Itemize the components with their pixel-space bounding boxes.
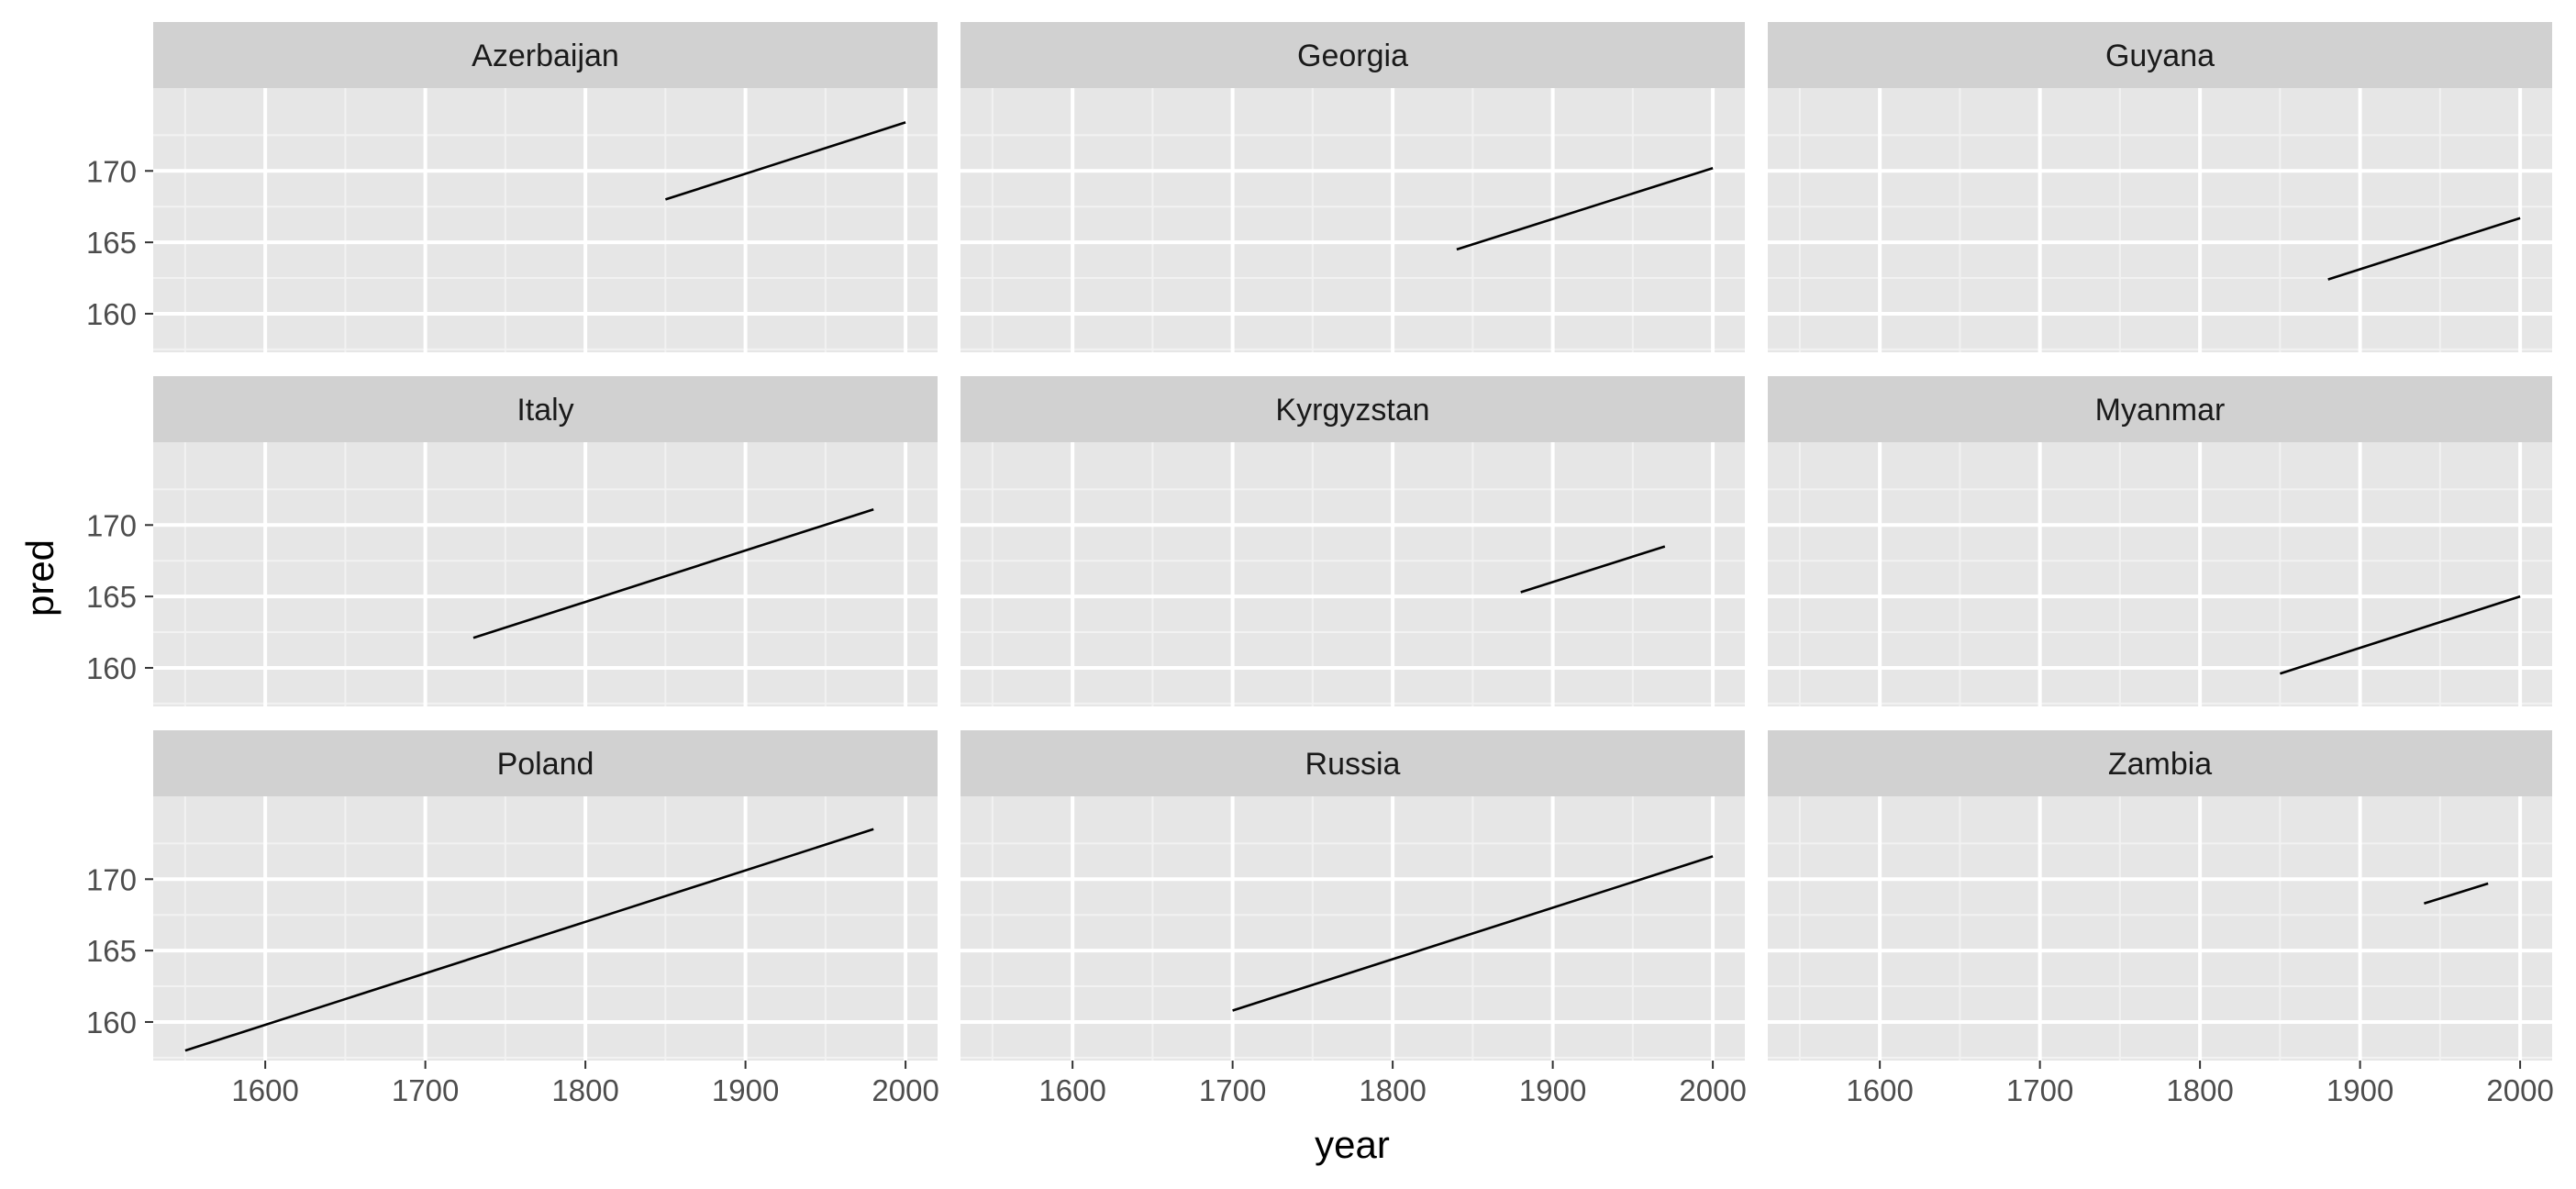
facet-panel: Poland 160 165 170 1600 1700 1800 1900 2000	[86, 730, 939, 1107]
x-tick-label: 1700	[392, 1073, 459, 1107]
facet-panel: Guyana	[1768, 22, 2552, 352]
facet-grid: Azerbaijan 160 165 170 Georgia Guyana Italy 160…	[86, 22, 2554, 1107]
facet-strip-label: Poland	[497, 747, 594, 782]
y-tick-label: 165	[86, 934, 137, 968]
facet-strip-label: Myanmar	[2095, 393, 2226, 428]
facet-panel: Italy 160 165 170	[86, 376, 938, 706]
panel-background	[960, 796, 1745, 1061]
facet-strip-label: Zambia	[2108, 747, 2212, 782]
series-line-georgia	[1456, 166, 1714, 251]
x-tick-label: 1600	[231, 1073, 298, 1107]
series-line-zambia	[2424, 882, 2489, 906]
y-tick-label: 160	[86, 651, 137, 685]
x-tick-label: 2000	[2486, 1073, 2553, 1107]
x-tick-label: 1600	[1846, 1073, 1913, 1107]
facet-strip-label: Russia	[1305, 747, 1401, 782]
facet-panel: Zambia 1600 1700 1800 1900 2000	[1768, 730, 2554, 1107]
facet-panel: Georgia	[960, 22, 1745, 352]
facet-panel: Russia 1600 1700 1800 1900 2000	[960, 730, 1747, 1107]
y-tick-label: 170	[86, 154, 137, 188]
x-tick-label: 1700	[1199, 1073, 1266, 1107]
panel-background	[960, 442, 1745, 706]
series-line-guyana	[2327, 217, 2521, 281]
y-tick-label: 160	[86, 297, 137, 331]
facet-strip-label: Azerbaijan	[472, 39, 619, 73]
x-tick-label: 1800	[551, 1073, 618, 1107]
series-line-italy	[472, 507, 874, 639]
panel-background	[1768, 796, 2552, 1061]
x-axis-title: year	[1315, 1123, 1390, 1166]
facet-panel: Kyrgyzstan	[960, 376, 1745, 706]
y-tick-label: 160	[86, 1006, 137, 1039]
facet-strip	[1768, 730, 2552, 796]
facet-strip	[1768, 22, 2552, 88]
series-line-poland	[184, 828, 874, 1052]
facet-strip-label: Italy	[516, 393, 573, 428]
x-tick-label: 1800	[2166, 1073, 2233, 1107]
series-line-myanmar	[2280, 594, 2521, 675]
facet-strip	[1768, 376, 2552, 442]
facet-strip-label: Guyana	[2105, 39, 2215, 73]
y-axis-title: pred	[18, 539, 61, 617]
facet-strip	[960, 730, 1745, 796]
panel-background	[1768, 88, 2552, 352]
panel-background	[153, 88, 938, 352]
x-tick-label: 1800	[1359, 1073, 1426, 1107]
y-tick-label: 170	[86, 508, 137, 542]
x-tick-label: 1900	[2326, 1073, 2393, 1107]
facet-panel: Myanmar	[1768, 376, 2552, 706]
x-tick-label: 1900	[712, 1073, 779, 1107]
x-tick-label: 1700	[2006, 1073, 2073, 1107]
panel-background	[153, 796, 938, 1061]
panel-background	[153, 442, 938, 706]
facet-strip	[960, 22, 1745, 88]
facet-panel: Azerbaijan 160 165 170	[86, 22, 938, 352]
x-tick-label: 1600	[1038, 1073, 1105, 1107]
y-tick-label: 170	[86, 862, 137, 896]
series-line-kyrgyzstan	[1520, 545, 1666, 594]
y-tick-label: 165	[86, 580, 137, 614]
series-line-azerbaijan	[665, 121, 906, 201]
x-tick-label: 2000	[872, 1073, 938, 1107]
facet-strip-label: Kyrgyzstan	[1275, 393, 1429, 428]
facet-strip	[960, 376, 1745, 442]
panel-background	[960, 88, 1745, 352]
x-tick-label: 2000	[1679, 1073, 1746, 1107]
x-tick-label: 1900	[1519, 1073, 1586, 1107]
facet-strip	[153, 730, 938, 796]
panel-background	[1768, 442, 2552, 706]
facet-strip	[153, 376, 938, 442]
y-tick-label: 165	[86, 226, 137, 260]
series-line-russia	[1232, 855, 1714, 1012]
facet-strip-label: Georgia	[1297, 39, 1408, 73]
facet-strip	[153, 22, 938, 88]
